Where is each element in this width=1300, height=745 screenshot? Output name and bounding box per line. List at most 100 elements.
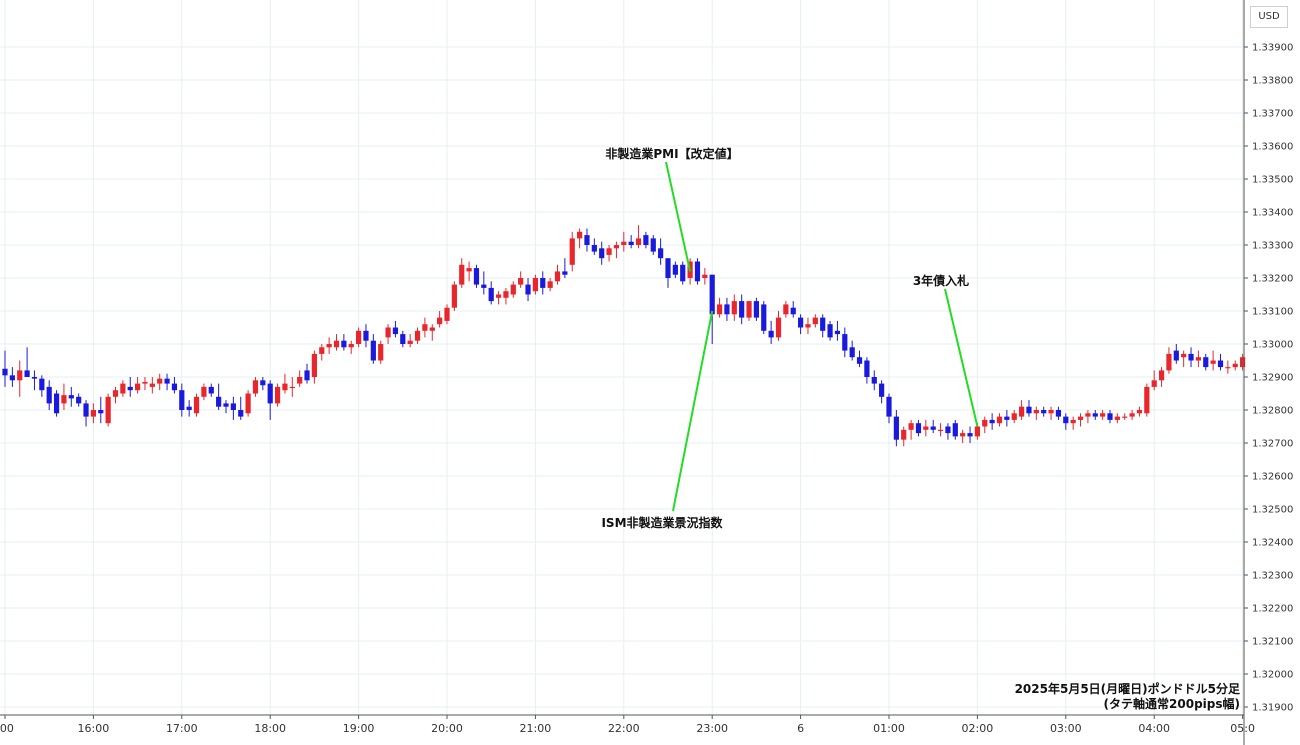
candle [260,377,266,391]
candle [680,261,686,285]
candle-body [223,403,229,407]
candle [856,350,863,368]
candle-body [1188,353,1194,361]
candle [908,419,914,440]
candle-body [680,264,686,282]
annotation-label: 3年債入札 [913,273,969,288]
candle-body [893,416,899,440]
candle [208,383,214,397]
candle-body [429,327,435,331]
candle [1004,410,1010,427]
candle-body [562,271,568,275]
candle [864,357,870,384]
candle [370,334,376,364]
candle [1166,347,1172,374]
candle [650,235,656,255]
candle [76,393,82,407]
candle [893,410,899,447]
x-tick-label: 22:00 [608,722,640,735]
candle [1019,400,1025,420]
candle-body [1019,406,1025,417]
candle-body [982,419,988,427]
candle-body [282,383,288,391]
candle [348,340,354,354]
candle-body [17,370,23,381]
candle-body [1048,410,1054,414]
candle-body [569,238,575,265]
candle-body [554,271,561,282]
candle-body [739,301,745,318]
candle [473,264,480,288]
candle-body [775,317,782,338]
candle-body [923,426,929,430]
candle [105,393,111,427]
candle-body [591,245,597,252]
x-tick-label: 02:00 [962,722,994,735]
candle [982,416,988,434]
candle-body [783,304,789,315]
candle [311,350,317,384]
candle [289,377,295,397]
candle [1063,413,1069,430]
candle [768,320,774,344]
time-axis[interactable]: :00 16:00 17:00 18:00 19:00 20:00 21:00 22:00 23… [0,715,1255,735]
candle [1129,410,1135,420]
candle-body [1225,367,1231,369]
y-tick-label: 1.32600 [1252,472,1293,483]
y-tick-label: 1.31900 [1252,703,1293,714]
candle [53,390,60,417]
candle [532,274,538,295]
candle [1158,367,1165,387]
candle [599,241,605,265]
candle-body [193,396,200,414]
candle [827,320,833,341]
candle [1033,406,1039,420]
candle [562,258,568,278]
candle-body [503,291,509,298]
candle-body [694,261,701,282]
candle [24,347,30,377]
candle [201,383,207,401]
candle-body [967,433,973,437]
candle [621,231,627,252]
candle-body [1107,413,1113,420]
candle-body [179,390,185,410]
candle [437,311,443,328]
candle-body [238,410,244,417]
y-tick-label: 1.33000 [1252,340,1293,351]
candle-body [532,278,538,292]
candle-body [1195,357,1201,361]
candle [422,317,428,338]
currency-label[interactable]: USD [1250,6,1288,28]
candle-body [230,403,236,410]
price-axis[interactable]: 1.33900 1.33800 1.33700 1.33600 1.33500 1.334… [1244,43,1293,714]
candle [9,367,15,387]
candle-body [1033,410,1039,414]
candle-body [820,317,826,331]
candle [193,393,200,417]
y-tick-label: 1.32500 [1252,505,1293,516]
candle-body [466,268,472,272]
candle [407,334,413,348]
candle-body [1232,363,1238,368]
candle [702,268,708,285]
candle [746,301,752,321]
candle-body [356,330,362,344]
candle-body [849,347,855,358]
candle-body [90,410,96,417]
candle [1026,400,1032,417]
candle [886,393,892,424]
candle-body [135,383,141,391]
candle-body [311,353,317,377]
candle-body [149,383,155,387]
candle-body [1151,380,1157,387]
candle-body [495,294,502,298]
candle [414,327,421,344]
candle [915,419,922,437]
candle [724,297,730,321]
annotation-line [672,310,714,512]
candle-body [864,360,870,377]
candle-body [908,423,914,430]
candle [282,373,288,394]
candle [98,396,104,424]
